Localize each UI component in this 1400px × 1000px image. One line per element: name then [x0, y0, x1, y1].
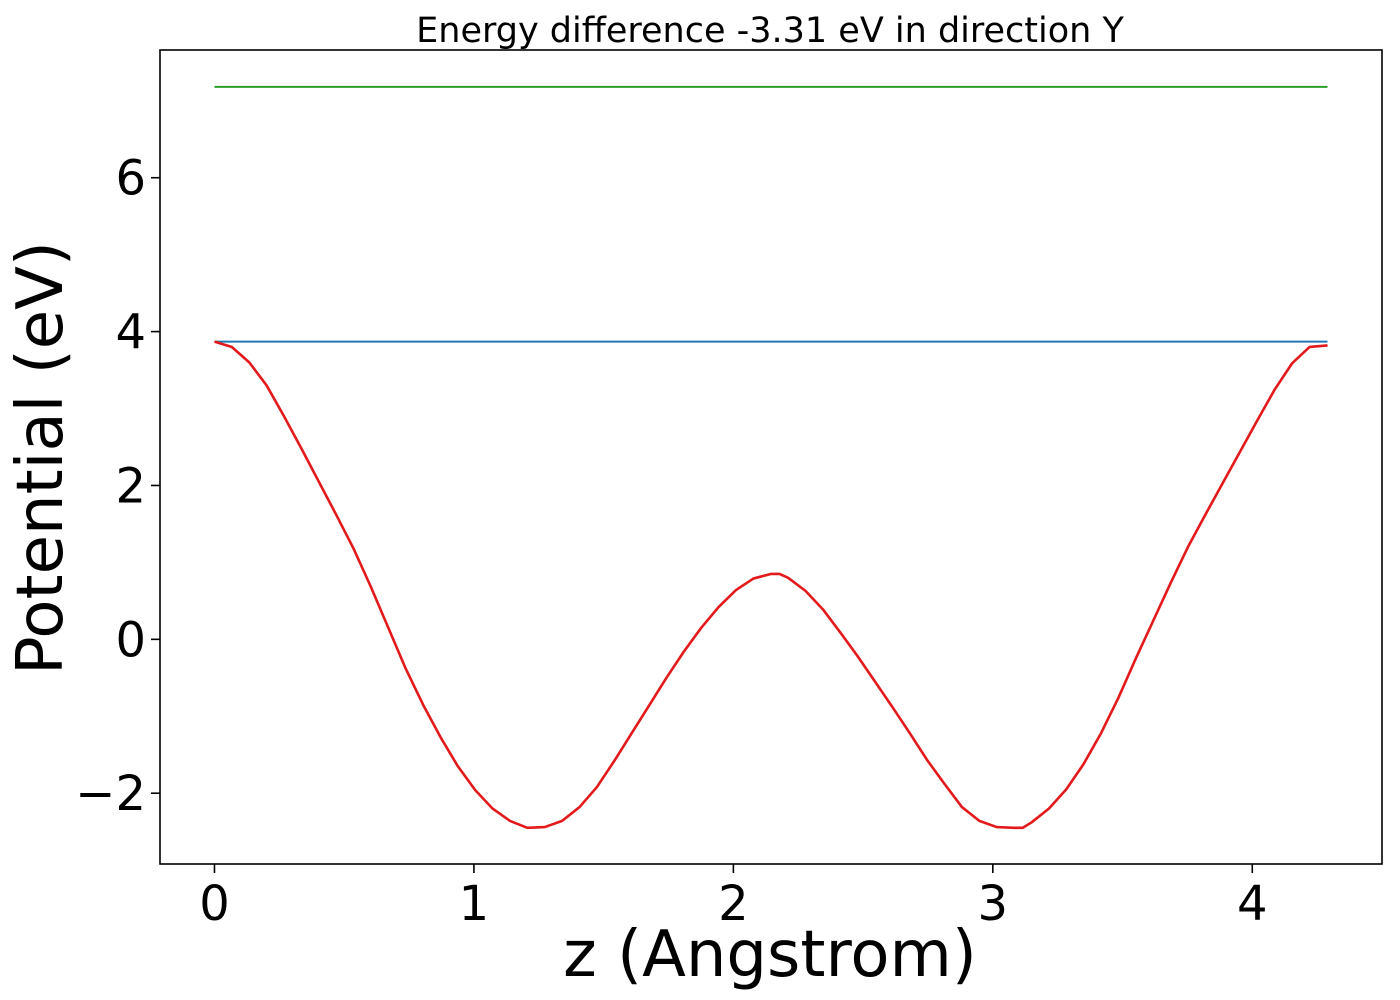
x-tick-label: 3 [978, 876, 1009, 932]
y-axis-label: Potential (eV) [4, 241, 78, 675]
series-line-2 [214, 340, 1328, 830]
y-tick-label: 2 [115, 458, 146, 514]
y-tick-label: 6 [115, 151, 146, 207]
x-tick-label: 4 [1237, 876, 1268, 932]
plot-frame [159, 49, 1383, 865]
y-tick-label: 0 [115, 612, 146, 668]
x-axis-ticks: 0 1 2 3 4 [199, 864, 1268, 932]
y-axis-ticks: −2 0 2 4 6 [75, 151, 160, 822]
x-tick-label: 1 [459, 876, 490, 932]
x-axis-label: z (Angstrom) [563, 918, 977, 992]
y-tick-label: 4 [115, 305, 146, 361]
plot-area [214, 85, 1328, 830]
chart-title: Energy difference -3.31 eV in direction … [416, 11, 1124, 51]
x-tick-label: 0 [199, 876, 230, 932]
y-tick-label: −2 [75, 766, 146, 822]
x-tick-label: 2 [718, 876, 749, 932]
